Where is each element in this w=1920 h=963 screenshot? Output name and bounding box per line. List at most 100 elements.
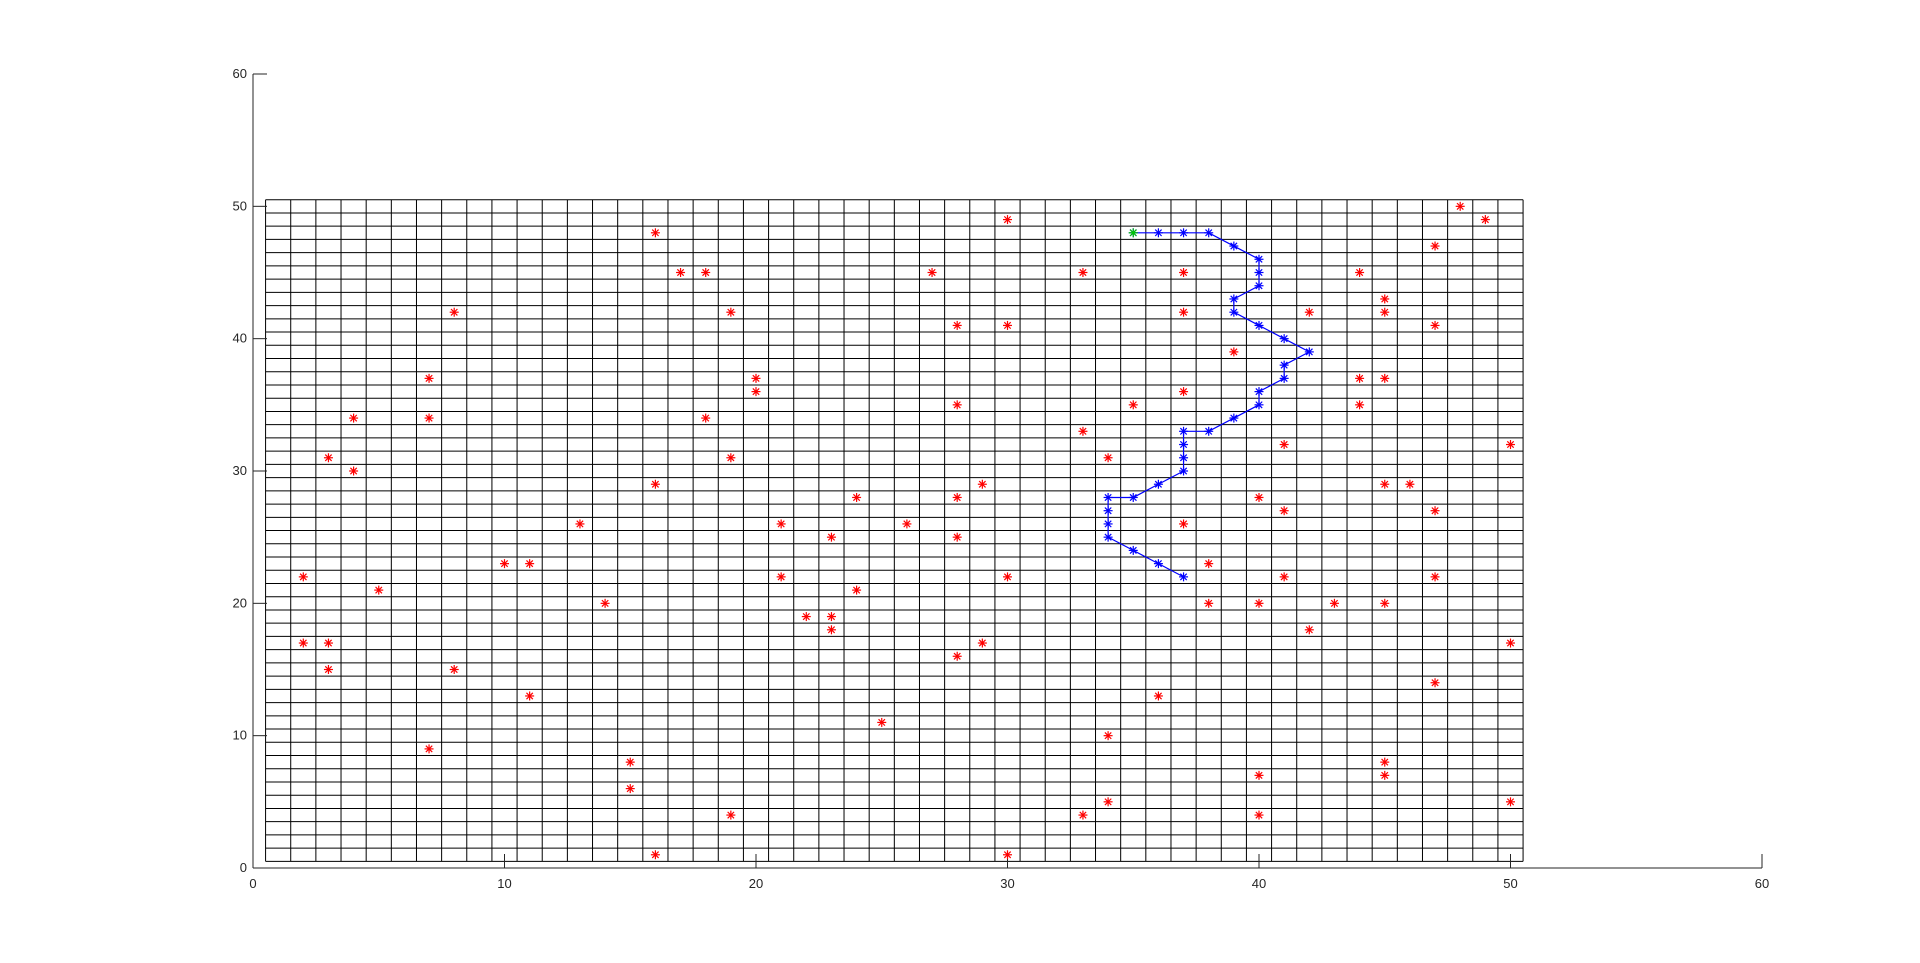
obstacles-point	[1355, 400, 1365, 410]
obstacles-point	[952, 320, 962, 330]
obstacles-point	[1355, 373, 1365, 383]
obstacles-point	[1380, 479, 1390, 489]
y-tick-label: 10	[233, 728, 247, 743]
obstacles-point	[1179, 268, 1189, 277]
obstacles-point	[650, 228, 660, 238]
obstacles-point	[600, 598, 610, 608]
path-point	[1229, 294, 1239, 304]
obstacles-point	[1405, 479, 1415, 489]
obstacles-point	[1279, 572, 1289, 582]
path-point	[1179, 466, 1189, 476]
series-start	[1128, 228, 1138, 238]
path-point	[1254, 400, 1264, 410]
obstacles-point	[1430, 506, 1440, 516]
path-point	[1254, 254, 1264, 264]
obstacles-point	[852, 585, 862, 595]
obstacles-point	[1078, 268, 1088, 277]
obstacles-point	[826, 612, 836, 622]
path-point	[1179, 572, 1189, 582]
obstacles-point	[877, 717, 887, 727]
start-point	[1128, 228, 1138, 238]
obstacles-point	[1179, 519, 1189, 529]
obstacles-point	[1279, 440, 1289, 450]
obstacles-point	[826, 532, 836, 542]
obstacles-point	[1304, 625, 1314, 635]
x-tick-label: 20	[749, 876, 763, 891]
obstacles-point	[676, 268, 686, 277]
obstacles-point	[1380, 307, 1390, 317]
obstacles-point	[776, 519, 786, 529]
obstacles-point	[1380, 373, 1390, 383]
obstacles-point	[902, 519, 912, 529]
axes	[252, 74, 1762, 869]
obstacles-point	[1304, 307, 1314, 317]
x-tick-label: 60	[1755, 876, 1769, 891]
obstacles-point	[323, 453, 333, 463]
obstacles-point	[1103, 797, 1113, 807]
obstacles-point	[1380, 598, 1390, 608]
path-point	[1103, 532, 1113, 542]
obstacles-point	[952, 400, 962, 410]
y-tick-label: 20	[233, 595, 247, 610]
obstacles-point	[1430, 678, 1440, 688]
y-tick-label: 50	[233, 198, 247, 213]
obstacles-point	[1254, 770, 1264, 780]
y-tick-label: 60	[233, 66, 247, 81]
obstacles-point	[424, 413, 434, 423]
path-point	[1179, 228, 1189, 238]
obstacles-point	[726, 810, 736, 820]
path-line	[1107, 232, 1311, 578]
obstacles-point	[323, 665, 333, 674]
path-point	[1254, 387, 1264, 397]
obstacles-point	[1506, 638, 1515, 648]
obstacles-point	[1204, 559, 1214, 569]
obstacles-point	[625, 757, 635, 767]
obstacles-point	[1103, 453, 1113, 463]
obstacles-point	[298, 572, 308, 582]
obstacles-point	[525, 559, 535, 569]
obstacles-point	[1430, 320, 1440, 330]
obstacles-point	[1204, 598, 1214, 608]
path-point	[1229, 307, 1239, 317]
obstacles-point	[927, 268, 937, 277]
obstacles-point	[701, 268, 711, 277]
obstacles-point	[1380, 770, 1390, 780]
path-point	[1229, 241, 1239, 251]
path-point	[1304, 347, 1314, 357]
obstacles-point	[1279, 506, 1289, 516]
obstacles-point	[500, 559, 509, 569]
obstacles-point	[1506, 440, 1515, 450]
path-point	[1103, 506, 1113, 516]
y-tick-label: 40	[233, 331, 247, 346]
path-point	[1103, 519, 1113, 529]
x-tick-label: 30	[1000, 876, 1014, 891]
obstacles-point	[1229, 347, 1239, 357]
obstacles-point	[1003, 215, 1012, 225]
data-series	[298, 201, 1515, 860]
path-point	[1204, 228, 1214, 238]
obstacles-point	[726, 453, 736, 463]
y-tick-label: 30	[233, 463, 247, 478]
series-obstacles	[298, 201, 1515, 860]
obstacles-point	[1430, 241, 1440, 251]
obstacles-point	[1003, 320, 1012, 330]
obstacles-point	[1078, 810, 1088, 820]
obstacles-point	[1128, 400, 1138, 410]
obstacles-point	[776, 572, 786, 582]
obstacles-point	[1254, 492, 1264, 502]
obstacles-point	[1078, 426, 1088, 436]
obstacles-point	[650, 850, 660, 860]
path-point	[1128, 545, 1138, 555]
obstacles-point	[852, 492, 862, 502]
obstacles-point	[751, 373, 761, 383]
obstacles-point	[349, 413, 359, 423]
path-point	[1279, 373, 1289, 383]
obstacles-point	[575, 519, 585, 529]
obstacles-point	[1179, 387, 1189, 397]
x-tick-label: 40	[1252, 876, 1266, 891]
x-tick-label: 10	[497, 876, 511, 891]
obstacles-point	[298, 638, 308, 648]
path-point	[1153, 479, 1163, 489]
x-tick-label: 50	[1503, 876, 1517, 891]
